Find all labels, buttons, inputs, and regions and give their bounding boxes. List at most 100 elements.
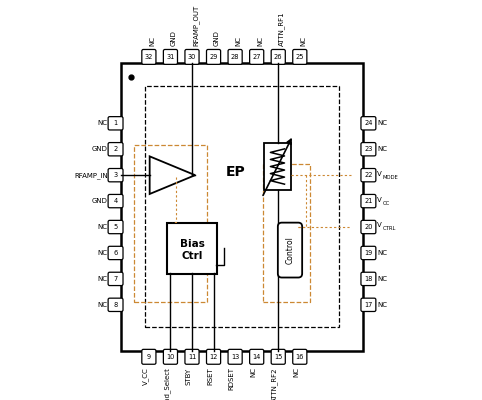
Text: NC: NC xyxy=(98,224,107,230)
Text: 27: 27 xyxy=(253,54,261,60)
Text: 17: 17 xyxy=(364,302,373,308)
Text: NC: NC xyxy=(236,36,241,46)
Text: 32: 32 xyxy=(145,54,153,60)
Text: 30: 30 xyxy=(188,54,196,60)
Text: NC: NC xyxy=(257,36,263,46)
FancyBboxPatch shape xyxy=(361,272,376,286)
Text: RFAMP_OUT: RFAMP_OUT xyxy=(192,5,199,46)
Text: 16: 16 xyxy=(295,354,304,360)
Polygon shape xyxy=(150,156,195,194)
Text: EP: EP xyxy=(226,165,246,179)
Text: Control: Control xyxy=(285,236,295,264)
FancyBboxPatch shape xyxy=(250,50,264,64)
Text: GND: GND xyxy=(92,146,107,152)
FancyBboxPatch shape xyxy=(108,220,123,234)
Text: 23: 23 xyxy=(364,146,373,152)
Text: V_CC: V_CC xyxy=(142,367,148,385)
Text: NC: NC xyxy=(377,250,388,256)
Text: ATTN_RF2: ATTN_RF2 xyxy=(271,367,278,400)
FancyBboxPatch shape xyxy=(278,223,302,278)
Text: 29: 29 xyxy=(209,54,218,60)
FancyBboxPatch shape xyxy=(228,50,242,64)
Text: 18: 18 xyxy=(364,276,373,282)
FancyBboxPatch shape xyxy=(206,349,221,364)
FancyBboxPatch shape xyxy=(142,50,156,64)
FancyBboxPatch shape xyxy=(206,50,221,64)
Text: 7: 7 xyxy=(113,276,118,282)
Bar xyxy=(264,143,291,190)
FancyBboxPatch shape xyxy=(271,50,285,64)
Text: NC: NC xyxy=(98,250,107,256)
Text: 8: 8 xyxy=(113,302,118,308)
Text: RFAMP_IN: RFAMP_IN xyxy=(74,172,107,178)
Text: 21: 21 xyxy=(364,198,373,204)
Text: 11: 11 xyxy=(188,354,196,360)
FancyBboxPatch shape xyxy=(108,246,123,260)
Text: 5: 5 xyxy=(113,224,118,230)
Bar xyxy=(134,145,207,302)
Text: NC: NC xyxy=(300,36,306,46)
Text: 13: 13 xyxy=(231,354,239,360)
Text: ATTN_RF1: ATTN_RF1 xyxy=(279,12,285,46)
Text: NC: NC xyxy=(98,276,107,282)
FancyBboxPatch shape xyxy=(108,168,123,182)
Text: 28: 28 xyxy=(231,54,240,60)
Text: NC: NC xyxy=(250,367,256,377)
FancyBboxPatch shape xyxy=(361,142,376,156)
Text: 10: 10 xyxy=(166,354,174,360)
Text: V: V xyxy=(377,196,382,202)
Text: 15: 15 xyxy=(274,354,282,360)
Text: Bias: Bias xyxy=(180,239,204,249)
Text: NC: NC xyxy=(377,276,388,282)
Text: STBY: STBY xyxy=(186,367,192,385)
FancyBboxPatch shape xyxy=(293,50,307,64)
Text: MODE: MODE xyxy=(383,175,399,180)
FancyBboxPatch shape xyxy=(163,349,177,364)
Text: 3: 3 xyxy=(113,172,118,178)
Text: GND: GND xyxy=(92,198,107,204)
Text: 31: 31 xyxy=(166,54,174,60)
Text: GND: GND xyxy=(171,30,177,46)
FancyBboxPatch shape xyxy=(108,117,123,130)
FancyBboxPatch shape xyxy=(361,117,376,130)
FancyBboxPatch shape xyxy=(361,220,376,234)
Text: Band_Select: Band_Select xyxy=(163,367,170,400)
Text: RDSET: RDSET xyxy=(229,367,235,390)
Text: NC: NC xyxy=(294,367,299,377)
Text: Ctrl: Ctrl xyxy=(181,251,203,261)
FancyBboxPatch shape xyxy=(142,349,156,364)
FancyBboxPatch shape xyxy=(293,349,307,364)
Text: 4: 4 xyxy=(113,198,118,204)
FancyBboxPatch shape xyxy=(361,298,376,312)
Text: CTRL: CTRL xyxy=(383,226,396,232)
Text: GND: GND xyxy=(214,30,220,46)
Text: 2: 2 xyxy=(113,146,118,152)
FancyBboxPatch shape xyxy=(167,223,217,274)
FancyBboxPatch shape xyxy=(361,168,376,182)
Text: RSET: RSET xyxy=(207,367,213,385)
Bar xyxy=(145,86,339,327)
Bar xyxy=(263,164,309,302)
Text: NC: NC xyxy=(377,120,388,126)
Text: NC: NC xyxy=(98,120,107,126)
FancyBboxPatch shape xyxy=(108,142,123,156)
Text: 9: 9 xyxy=(147,354,151,360)
FancyBboxPatch shape xyxy=(163,50,177,64)
Text: V: V xyxy=(377,222,382,228)
Text: 6: 6 xyxy=(113,250,118,256)
Text: NC: NC xyxy=(377,146,388,152)
Text: 14: 14 xyxy=(253,354,261,360)
Text: 1: 1 xyxy=(113,120,118,126)
FancyBboxPatch shape xyxy=(108,194,123,208)
FancyBboxPatch shape xyxy=(250,349,264,364)
FancyBboxPatch shape xyxy=(361,194,376,208)
Text: 22: 22 xyxy=(364,172,373,178)
Text: NC: NC xyxy=(98,302,107,308)
Text: 12: 12 xyxy=(209,354,218,360)
FancyBboxPatch shape xyxy=(108,272,123,286)
FancyBboxPatch shape xyxy=(271,349,285,364)
Text: 24: 24 xyxy=(364,120,373,126)
Text: V: V xyxy=(377,170,382,176)
FancyBboxPatch shape xyxy=(108,298,123,312)
Text: 25: 25 xyxy=(295,54,304,60)
